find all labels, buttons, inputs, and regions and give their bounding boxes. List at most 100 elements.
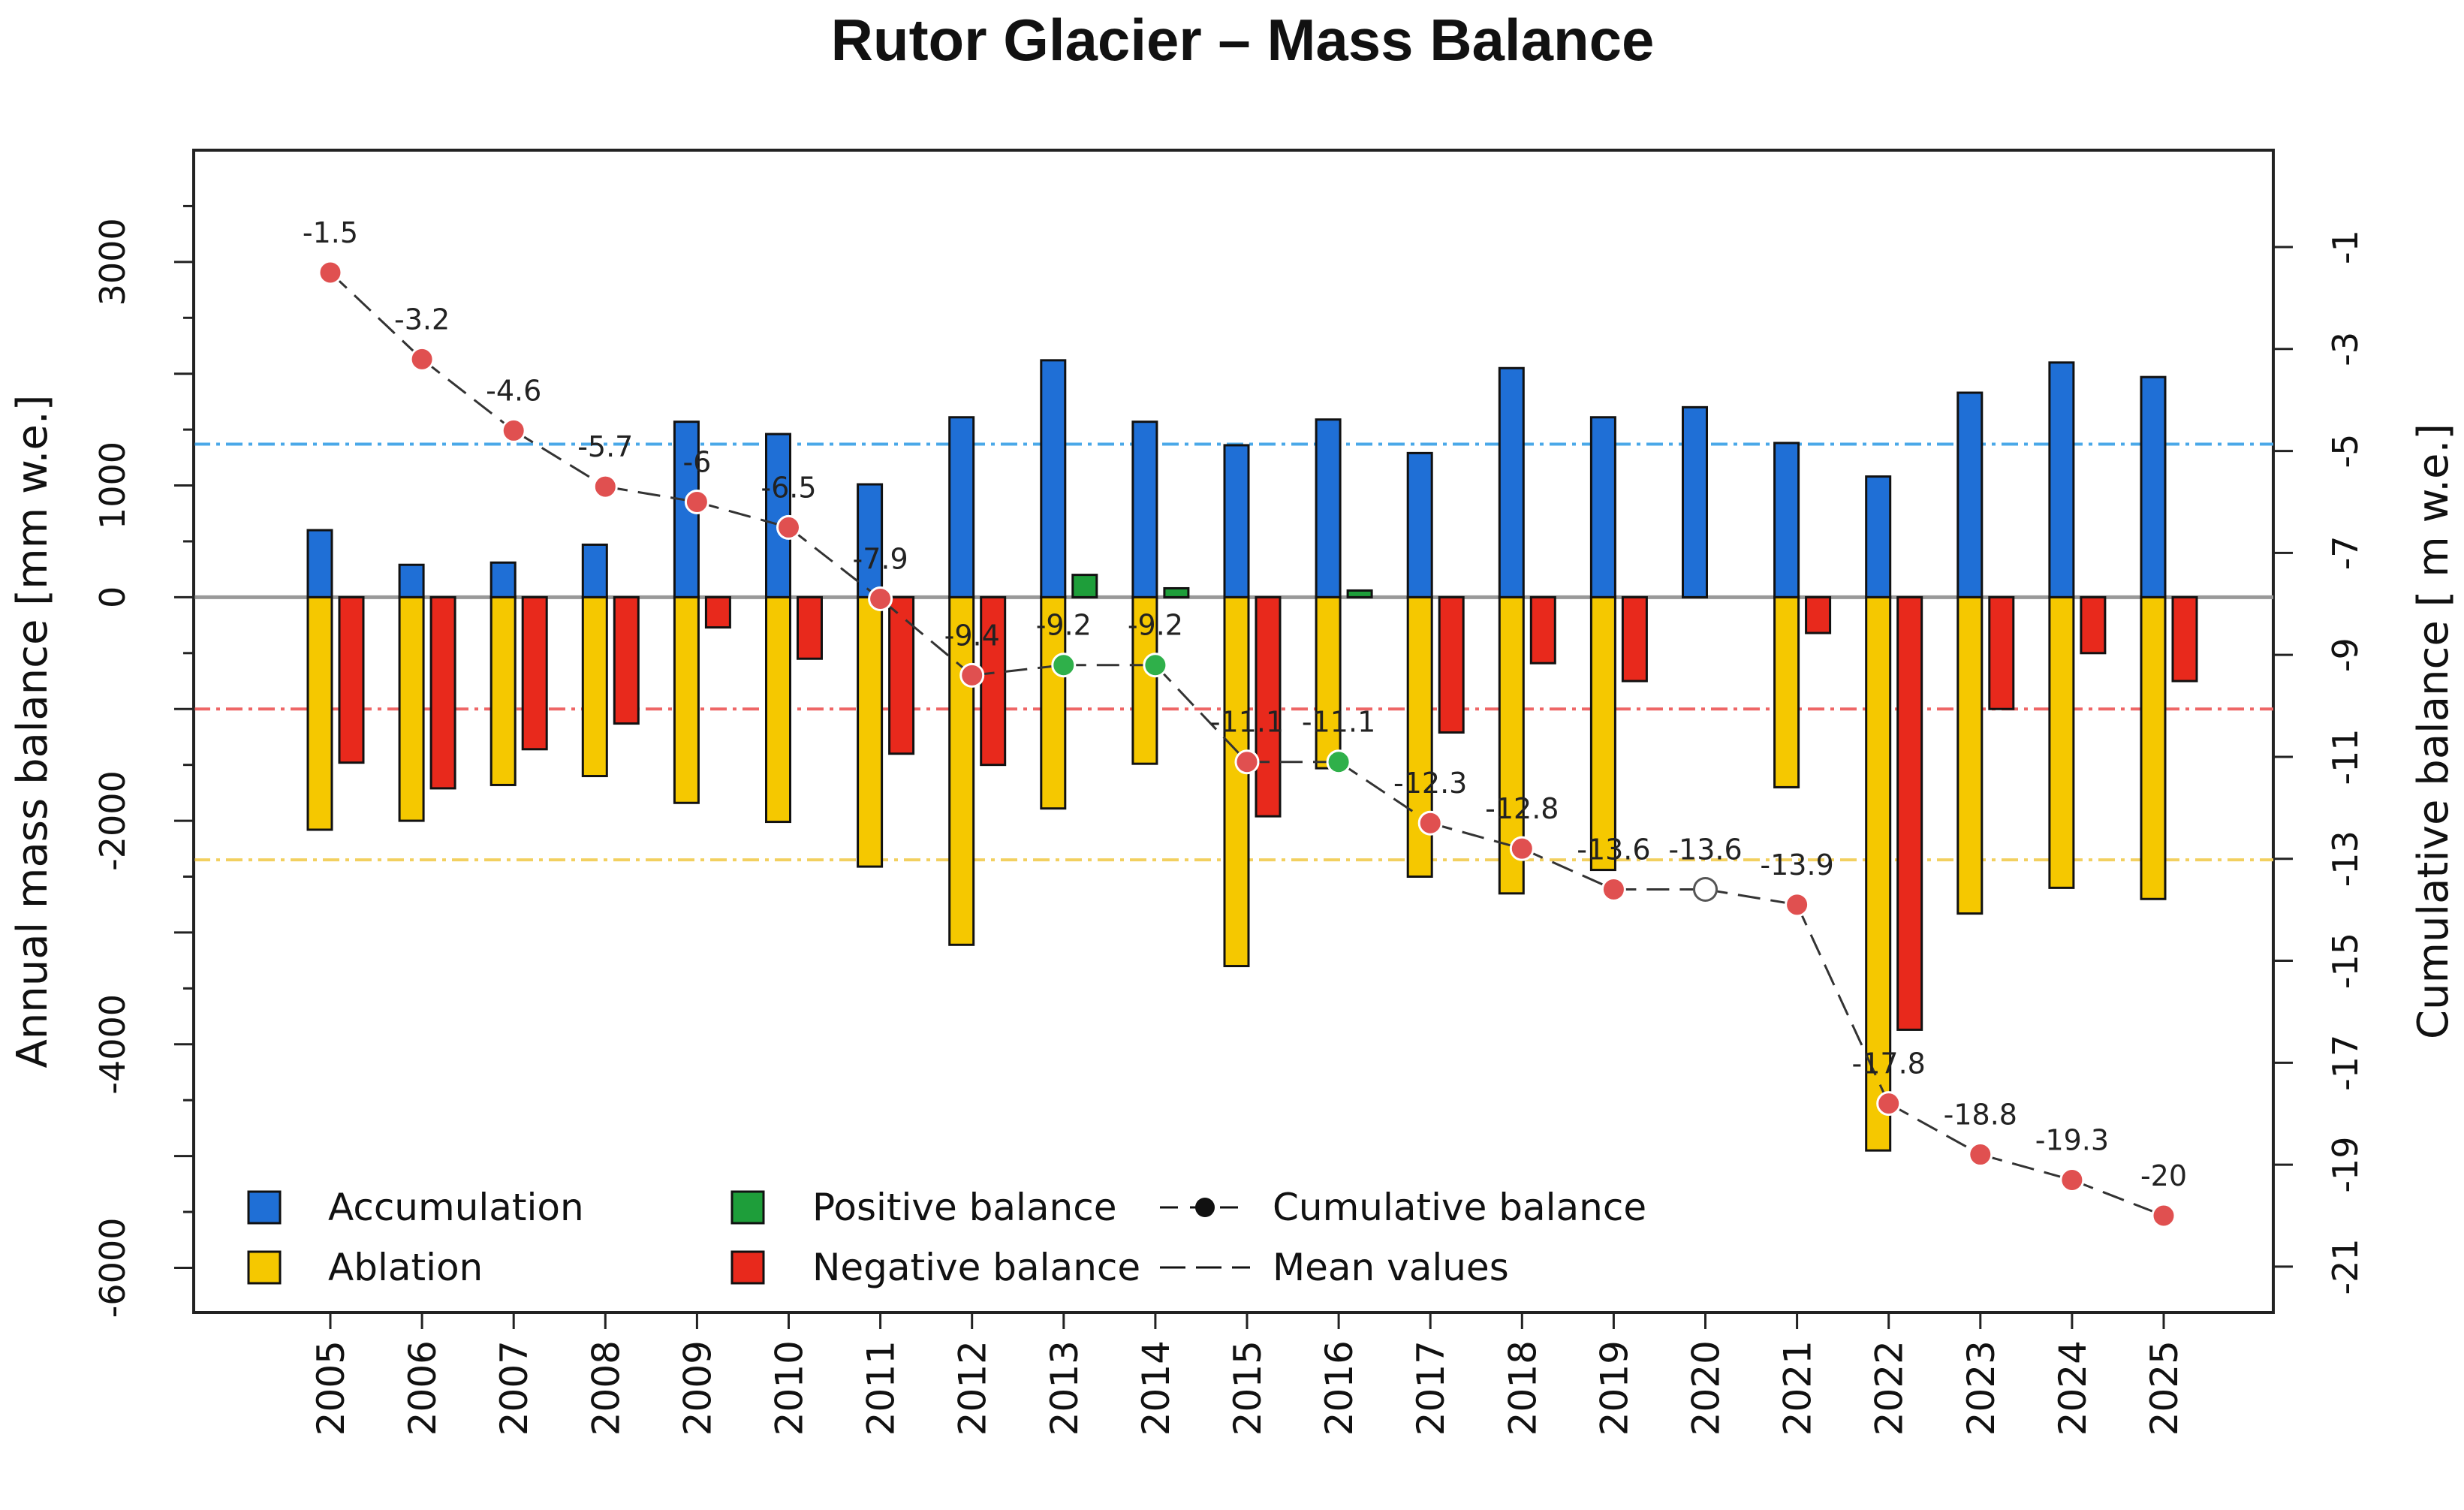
- legend: Accumulation Ablation Positive balance Nega…: [247, 1186, 1646, 1289]
- cumulative-point-2007: [501, 417, 526, 443]
- x-tick-label-2008: 2008: [584, 1340, 628, 1436]
- x-tick-label-2017: 2017: [1409, 1340, 1453, 1436]
- y2-tick-label: -3: [2325, 332, 2366, 366]
- cumulative-point-2008: [592, 474, 618, 499]
- cumulative-segment: [788, 526, 881, 600]
- y2-tick-label: -1: [2325, 230, 2366, 264]
- cumulative-segment: [1154, 664, 1249, 763]
- bar-accumulation-2017: [1406, 451, 1433, 598]
- bar-accumulation-2016: [1315, 418, 1342, 598]
- cumulative-segment: [2071, 1179, 2164, 1217]
- y-axis-left: 3000 1000 0 -2000 -4000 -6000: [92, 204, 195, 1319]
- x-tick-label-2006: 2006: [401, 1340, 444, 1436]
- y2-tick-label: -7: [2325, 535, 2366, 570]
- x-tick-label-2013: 2013: [1043, 1340, 1086, 1436]
- x-tick-label-2007: 2007: [492, 1340, 536, 1436]
- cumulative-segment: [1705, 888, 1797, 906]
- bar-ablation-2023: [1956, 595, 1984, 915]
- bar-negative-balance-2018: [1529, 595, 1556, 665]
- y-axis-right: -1 -3 -5 -7 -9 -11 -13 -15 -17 -19 -21: [2273, 230, 2366, 1295]
- bar-accumulation-2018: [1498, 366, 1525, 598]
- x-tick-label-2022: 2022: [1868, 1340, 1911, 1436]
- bar-ablation-2021: [1773, 595, 1800, 788]
- cumulative-segment: [971, 664, 1064, 677]
- cumulative-segment: [329, 271, 423, 360]
- bar-ablation-2013: [1040, 595, 1067, 810]
- bar-accumulation-2019: [1589, 416, 1616, 598]
- cumulative-segment: [513, 429, 607, 488]
- cumulative-point-2023: [1968, 1142, 1993, 1168]
- x-tick-label-2016: 2016: [1318, 1340, 1361, 1436]
- cumulative-segment: [1887, 1102, 1981, 1156]
- bar-positive-balance-2013: [1071, 574, 1098, 598]
- cumulative-point-2016: [1326, 749, 1351, 775]
- x-tick-label-2025: 2025: [2143, 1340, 2186, 1436]
- y2-axis-title: Cumulative balance [ m w.e.]: [2409, 423, 2458, 1039]
- cumulative-segment: [1796, 904, 1890, 1105]
- bar-accumulation-2025: [2140, 375, 2167, 598]
- y-tick-label: -6000: [92, 1218, 133, 1319]
- bar-negative-balance-2023: [1988, 595, 2015, 710]
- cumulative-label-2016: -11.1: [1302, 706, 1375, 739]
- cumulative-point-2018: [1509, 836, 1535, 861]
- cumulative-segment: [696, 501, 789, 529]
- cumulative-label-2022: -17.8: [1852, 1047, 1926, 1081]
- bar-accumulation-2011: [857, 483, 884, 598]
- legend-accumulation-label: Accumulation: [328, 1186, 584, 1229]
- cumulative-point-2010: [776, 514, 801, 540]
- cumulative-segment: [421, 358, 515, 432]
- cumulative-point-2025: [2151, 1203, 2176, 1228]
- y2-tick-label: -13: [2325, 830, 2366, 887]
- legend-accumulation-swatch: [247, 1190, 282, 1225]
- bar-negative-balance-2017: [1438, 595, 1465, 734]
- cumulative-label-2021: -13.9: [1760, 848, 1833, 882]
- cumulative-label-2008: -5.7: [577, 430, 633, 463]
- y-tick-label: -4000: [92, 994, 133, 1095]
- bar-ablation-2007: [489, 595, 517, 786]
- bar-accumulation-2022: [1865, 475, 1892, 598]
- bar-negative-balance-2025: [2171, 595, 2198, 683]
- cumulative-label-2014: -9.2: [1128, 609, 1183, 642]
- x-tick-label-2019: 2019: [1592, 1340, 1636, 1436]
- bar-accumulation-2023: [1956, 391, 1984, 598]
- cumulative-label-2005: -1.5: [303, 216, 358, 249]
- cumulative-point-2009: [684, 489, 709, 514]
- cumulative-segment: [605, 485, 697, 503]
- bar-negative-balance-2021: [1805, 595, 1832, 634]
- x-tick-label-2020: 2020: [1685, 1340, 1728, 1436]
- bar-accumulation-2024: [2048, 361, 2075, 598]
- x-tick-label-2024: 2024: [2051, 1340, 2095, 1436]
- cumulative-label-2013: -9.2: [1036, 609, 1092, 642]
- bar-accumulation-2005: [306, 529, 333, 598]
- y2-tick-label: -5: [2325, 434, 2366, 469]
- legend-positive-balance-label: Positive balance: [812, 1186, 1117, 1229]
- legend-negative-balance-swatch: [730, 1250, 765, 1285]
- y2-tick-label: -9: [2325, 637, 2366, 672]
- x-tick-label-2015: 2015: [1226, 1340, 1270, 1436]
- x-tick-label-2018: 2018: [1501, 1340, 1544, 1436]
- legend-cumulative-balance-swatch-point: [1195, 1198, 1215, 1217]
- cumulative-point-2024: [2059, 1167, 2085, 1192]
- x-tick-label-2021: 2021: [1776, 1340, 1820, 1436]
- cumulative-point-2017: [1417, 810, 1443, 836]
- cumulative-labels: -1.5 -3.2 -4.6 -5.7 -6 -6.5 -7.9 -9.4 -9.2 -9.2 -1…: [303, 216, 2187, 1192]
- y-tick-label: 3000: [92, 218, 133, 306]
- bar-ablation-2019: [1589, 595, 1616, 872]
- bar-positive-balance-2016: [1346, 589, 1373, 598]
- bar-accumulation-2008: [581, 543, 608, 598]
- y-tick-label: 1000: [92, 442, 133, 529]
- x-tick-label-2023: 2023: [1959, 1340, 2003, 1436]
- cumulative-label-2009: -6: [682, 445, 711, 478]
- legend-cumulative-balance-label: Cumulative balance: [1273, 1186, 1646, 1229]
- bar-ablation-2016: [1315, 595, 1342, 770]
- legend-ablation-swatch: [247, 1250, 282, 1285]
- y2-tick-label: -19: [2325, 1137, 2366, 1193]
- cumulative-label-2017: -12.3: [1393, 767, 1467, 800]
- cumulative-point-2015: [1234, 749, 1260, 775]
- cumulative-label-2006: -3.2: [394, 303, 450, 336]
- bar-accumulation-2020: [1682, 405, 1708, 598]
- chart-title: Rutor Glacier – Mass Balance: [831, 7, 1655, 73]
- bar-negative-balance-2005: [338, 595, 365, 764]
- cumulative-point-2005: [318, 260, 343, 285]
